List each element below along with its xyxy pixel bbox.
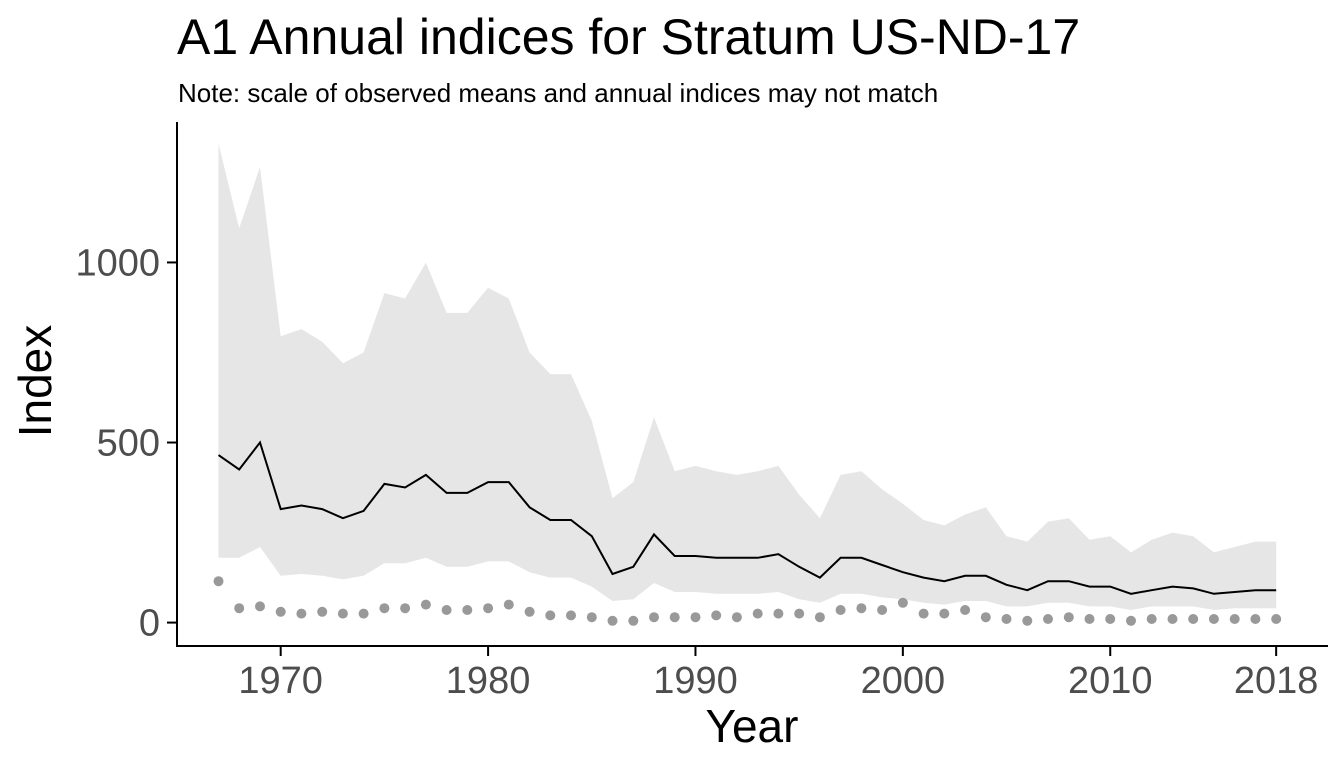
observed-mean-point (296, 608, 307, 619)
observed-mean-point (234, 603, 245, 614)
observed-mean-point (420, 599, 431, 610)
observed-mean-point (711, 610, 722, 621)
observed-mean-point (814, 612, 825, 623)
observed-mean-point (1188, 614, 1199, 624)
x-tick-label: 1970 (238, 660, 323, 702)
y-tick-label: 500 (97, 423, 160, 465)
observed-mean-point (462, 605, 473, 615)
observed-mean-point (794, 608, 805, 619)
observed-mean-point (856, 603, 867, 614)
observed-mean-point (980, 612, 991, 623)
observed-mean-point (1084, 614, 1095, 624)
observed-mean-point (877, 605, 888, 615)
observed-mean-point (586, 612, 597, 623)
observed-mean-point (1250, 614, 1261, 624)
observed-mean-point (607, 615, 618, 626)
x-tick-label: 2018 (1234, 660, 1319, 702)
observed-mean-point (690, 612, 701, 623)
observed-mean-point (752, 608, 763, 619)
chart-subtitle: Note: scale of observed means and annual… (178, 78, 939, 108)
observed-mean-point (835, 605, 846, 615)
index-line-layer (217, 440, 1277, 595)
observed-mean-point (379, 603, 390, 614)
observed-mean-point (1167, 614, 1178, 624)
observed-mean-point (503, 599, 514, 610)
observed-mean-point (669, 612, 680, 623)
x-tick-label: 2010 (1068, 660, 1153, 702)
observed-mean-point (441, 605, 452, 615)
observed-mean-point (731, 612, 742, 623)
observed-mean-point (524, 606, 535, 617)
observed-mean-point (960, 605, 971, 615)
index-line (217, 440, 1277, 595)
observed-mean-point (1229, 614, 1240, 624)
observed-mean-point (400, 603, 411, 614)
observed-mean-point (545, 610, 556, 621)
chart-title: A1 Annual indices for Stratum US-ND-17 (177, 9, 1081, 65)
observed-mean-point (939, 608, 950, 619)
observed-mean-point (1271, 614, 1282, 624)
observed-mean-point (773, 608, 784, 619)
observed-mean-point (566, 610, 576, 621)
observed-mean-point (213, 576, 224, 587)
y-tick-label: 1000 (75, 242, 160, 284)
observed-mean-point (1208, 614, 1219, 624)
y-axis-title: Index (9, 325, 61, 438)
observed-mean-point (1022, 615, 1033, 626)
confidence-band (218, 143, 1277, 610)
x-axis-title: Year (706, 700, 799, 752)
observed-mean-point (255, 601, 265, 612)
confidence-band-layer (218, 143, 1277, 610)
observed-mean-point (1146, 614, 1157, 624)
observed-mean-point (483, 603, 494, 614)
x-tick-label: 1990 (653, 660, 738, 702)
observed-mean-point (1063, 612, 1074, 623)
x-tick-label: 1980 (446, 660, 531, 702)
observed-mean-point (918, 608, 929, 619)
tick-layer: 1970 1980 1990 2000 2010 2018 0 500 1000 (75, 242, 1318, 702)
observed-mean-point (649, 612, 659, 623)
observed-mean-point (1126, 615, 1136, 626)
observed-mean-point (317, 606, 328, 617)
x-tick-label: 2000 (861, 660, 946, 702)
observed-mean-point (1105, 614, 1116, 624)
observed-mean-point (1001, 614, 1012, 624)
observed-mean-point (337, 608, 348, 619)
observed-means-layer (213, 576, 1282, 626)
y-tick-label: 0 (139, 603, 160, 645)
observed-mean-point (628, 615, 639, 626)
observed-mean-point (897, 597, 908, 608)
observed-mean-point (1043, 614, 1053, 624)
observed-mean-point (358, 608, 369, 619)
observed-mean-point (275, 606, 286, 617)
